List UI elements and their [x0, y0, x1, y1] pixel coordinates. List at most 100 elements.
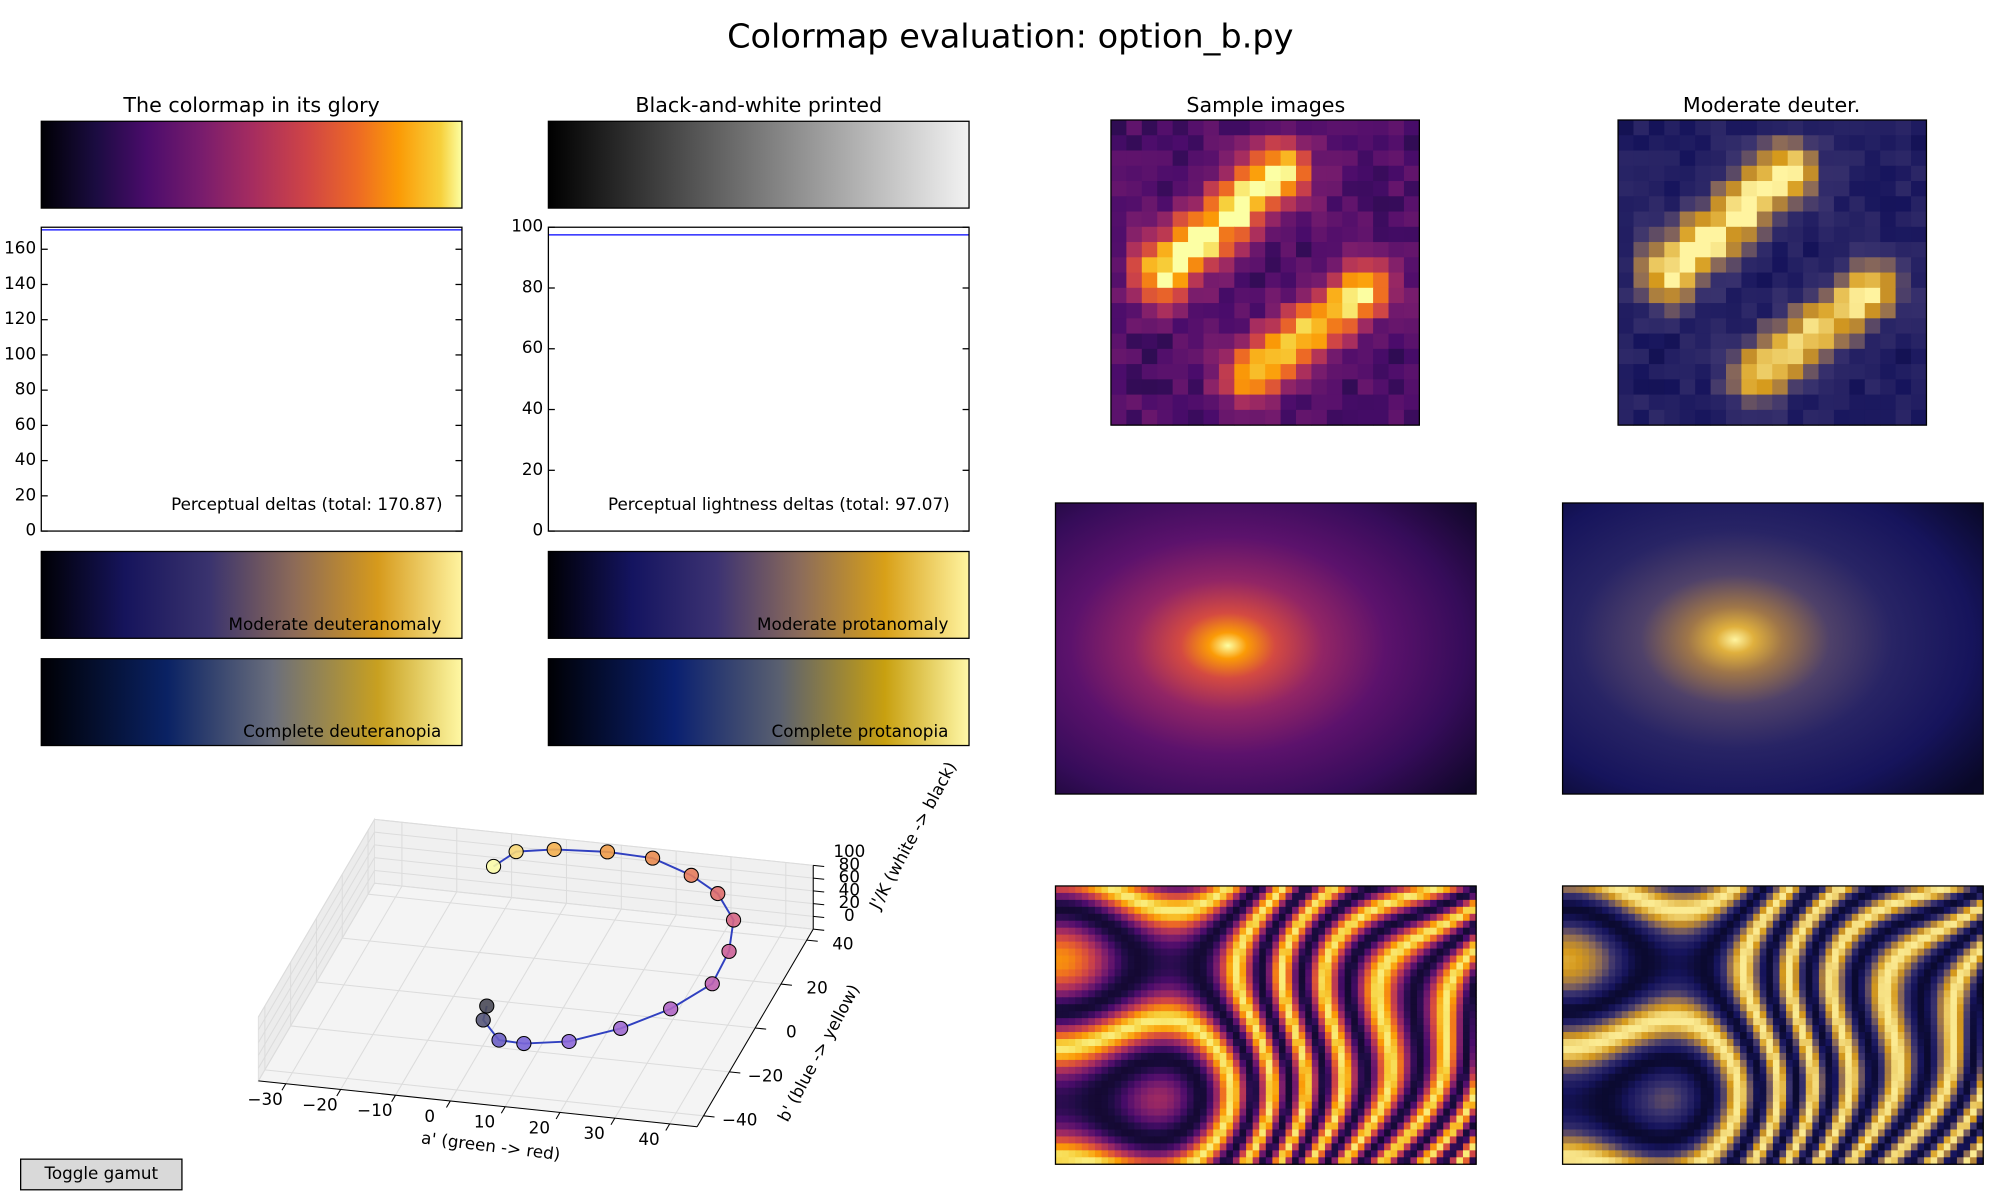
- image-pixel: [1344, 948, 1352, 957]
- image-pixel: [1265, 1080, 1273, 1089]
- image-pixel: [1812, 969, 1820, 977]
- image-pixel: [1845, 1045, 1853, 1054]
- image-pixel: [1950, 892, 1958, 901]
- image-pixel: [1792, 969, 1800, 977]
- image-pixel: [1602, 1039, 1610, 1047]
- image-pixel: [1390, 906, 1398, 915]
- image-pixel: [1265, 1073, 1273, 1082]
- image-pixel: [1713, 1004, 1721, 1012]
- image-pixel: [1140, 899, 1149, 908]
- image-pixel: [1357, 983, 1365, 991]
- image-pixel: [1726, 920, 1734, 929]
- image-pixel: [1252, 934, 1260, 943]
- image-pixel: [1733, 1025, 1741, 1033]
- image-pixel: [1849, 257, 1866, 274]
- image-pixel: [1740, 969, 1748, 977]
- image-pixel: [1397, 920, 1405, 929]
- image-pixel: [1384, 1025, 1392, 1033]
- image-pixel: [1226, 976, 1234, 984]
- image-pixel: [1127, 1004, 1135, 1012]
- image-pixel: [1937, 976, 1945, 984]
- image-pixel: [1147, 1101, 1155, 1110]
- image-pixel: [1746, 990, 1754, 998]
- image-pixel: [1338, 1059, 1346, 1068]
- image-pixel: [1173, 1052, 1181, 1061]
- image-pixel: [1252, 927, 1260, 936]
- image-pixel: [1726, 906, 1734, 915]
- image-pixel: [1298, 1073, 1306, 1082]
- image-pixel: [1127, 1045, 1135, 1054]
- image-pixel: [1126, 181, 1143, 197]
- image-pixel: [1851, 1018, 1859, 1026]
- image-pixel: [1884, 885, 1892, 894]
- image-pixel: [1351, 1039, 1359, 1047]
- image-pixel: [1803, 272, 1820, 289]
- image-pixel: [1160, 1136, 1168, 1144]
- image-pixel: [1805, 892, 1813, 901]
- image-pixel: [1318, 1032, 1326, 1040]
- image-pixel: [1397, 1039, 1405, 1047]
- image-pixel: [1845, 962, 1853, 970]
- image-pixel: [1239, 899, 1247, 908]
- image-pixel: [1753, 948, 1761, 957]
- image-pixel: [1298, 1080, 1306, 1089]
- image-pixel: [1324, 1073, 1333, 1082]
- image-pixel: [1114, 1011, 1122, 1019]
- image-pixel: [1173, 892, 1181, 901]
- image-pixel: [1108, 927, 1116, 936]
- image-pixel: [1430, 1066, 1438, 1075]
- image-pixel: [1674, 1011, 1682, 1019]
- image-pixel: [1252, 1157, 1260, 1165]
- image-pixel: [1114, 1045, 1122, 1054]
- image-pixel: [1423, 892, 1431, 901]
- image-pixel: [1726, 364, 1742, 380]
- image-pixel: [1126, 226, 1143, 243]
- image-pixel: [1357, 962, 1365, 970]
- image-pixel: [1292, 899, 1300, 908]
- image-pixel: [1062, 1129, 1070, 1137]
- image-pixel: [1772, 885, 1780, 894]
- image-pixel: [1858, 962, 1866, 970]
- image-pixel: [1720, 1045, 1728, 1054]
- image-pixel: [1891, 885, 1899, 894]
- image-pixel: [1252, 976, 1260, 984]
- image-pixel: [1094, 927, 1103, 936]
- image-pixel: [1403, 1080, 1411, 1089]
- image-pixel: [1249, 287, 1266, 304]
- image-pixel: [1582, 927, 1590, 936]
- image-pixel: [1147, 1150, 1155, 1158]
- image-pixel: [1219, 1136, 1227, 1144]
- image-pixel: [1388, 165, 1405, 182]
- image-pixel: [1296, 303, 1312, 319]
- image-pixel: [1733, 990, 1741, 998]
- image-pixel: [1436, 948, 1444, 957]
- image-pixel: [1154, 955, 1162, 963]
- image-pixel: [1416, 1094, 1425, 1103]
- image-pixel: [1121, 1025, 1129, 1033]
- image-pixel: [1364, 1087, 1372, 1096]
- image-pixel: [1891, 1011, 1899, 1019]
- image-pixel: [1562, 976, 1570, 984]
- image-pixel: [1357, 899, 1365, 908]
- image-pixel: [1326, 211, 1343, 228]
- image-pixel: [1449, 934, 1457, 943]
- image-pixel: [1436, 1136, 1444, 1144]
- image-pixel: [1799, 969, 1807, 977]
- image-pixel: [1088, 1011, 1096, 1019]
- image-pixel: [1845, 934, 1853, 943]
- image-pixel: [1818, 983, 1826, 991]
- image-pixel: [1219, 1004, 1227, 1012]
- image-pixel: [1595, 913, 1603, 922]
- image-pixel: [1864, 997, 1873, 1005]
- image-pixel: [1218, 394, 1235, 411]
- image-pixel: [1324, 941, 1333, 950]
- image-pixel: [1265, 955, 1273, 963]
- image-pixel: [1602, 948, 1610, 957]
- image-pixel: [1772, 1011, 1780, 1019]
- image-pixel: [1088, 1143, 1096, 1151]
- image-pixel: [1713, 934, 1721, 943]
- image-pixel: [1443, 1073, 1451, 1082]
- image-pixel: [1423, 1011, 1431, 1019]
- image-pixel: [1114, 899, 1122, 908]
- image-pixel: [1469, 1157, 1477, 1165]
